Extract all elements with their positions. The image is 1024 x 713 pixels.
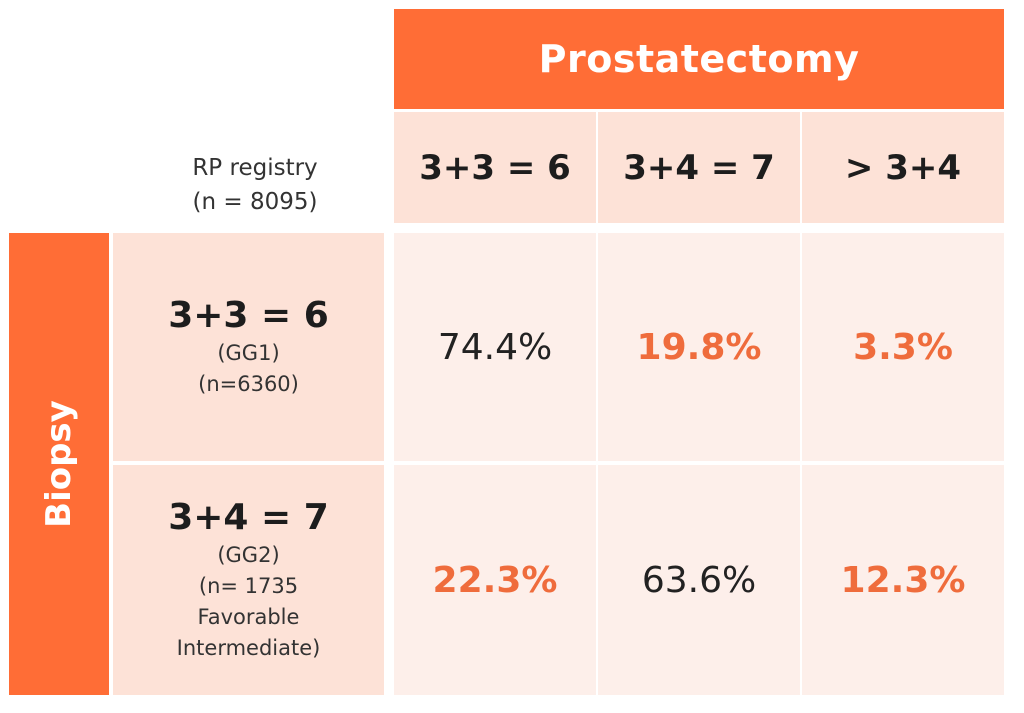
row-group: (GG2): [217, 543, 280, 567]
registry-name: RP registry: [192, 155, 318, 181]
row-count: (n= 1735: [198, 574, 299, 598]
data-cell-r1-c2: 19.8%: [598, 233, 800, 461]
row-header-gg1: 3+3 = 6 (GG1) (n=6360): [113, 233, 384, 461]
row-count: (n=6360): [198, 372, 299, 396]
biopsy-title: Biopsy: [39, 400, 80, 528]
data-value: 12.3%: [840, 559, 966, 601]
biopsy-header: Biopsy: [9, 233, 109, 695]
registry-count: (n = 8095): [192, 189, 318, 215]
data-cell-r2-c3: 12.3%: [802, 465, 1004, 695]
row-count-qualifier: Favorable: [197, 605, 300, 629]
data-cell-r1-c3: 3.3%: [802, 233, 1004, 461]
column-header-gg1: 3+3 = 6: [394, 112, 596, 223]
data-cell-r2-c2: 63.6%: [598, 465, 800, 695]
data-cell-r2-c1: 22.3%: [394, 465, 596, 695]
column-header-gg2: 3+4 = 7: [598, 112, 800, 223]
data-value: 63.6%: [641, 559, 757, 601]
row-group: (GG1): [217, 341, 280, 365]
column-header-above-gg2: > 3+4: [802, 112, 1004, 223]
data-value: 3.3%: [853, 326, 953, 368]
registry-label: RP registry (n = 8095): [110, 150, 400, 220]
row-header-gg2: 3+4 = 7 (GG2) (n= 1735 Favorable Interme…: [113, 465, 384, 695]
column-header-label: > 3+4: [844, 147, 962, 188]
column-header-label: 3+4 = 7: [623, 147, 775, 188]
data-cell-r1-c1: 74.4%: [394, 233, 596, 461]
row-grade: 3+4 = 7: [168, 497, 329, 538]
data-value: 22.3%: [432, 559, 558, 601]
column-header-label: 3+3 = 6: [419, 147, 571, 188]
prostatectomy-header: Prostatectomy: [394, 9, 1004, 109]
data-value: 74.4%: [437, 326, 553, 368]
row-grade: 3+3 = 6: [168, 295, 329, 336]
data-value: 19.8%: [636, 326, 762, 368]
row-count-qualifier: Intermediate): [176, 636, 321, 660]
prostatectomy-title: Prostatectomy: [538, 37, 860, 81]
